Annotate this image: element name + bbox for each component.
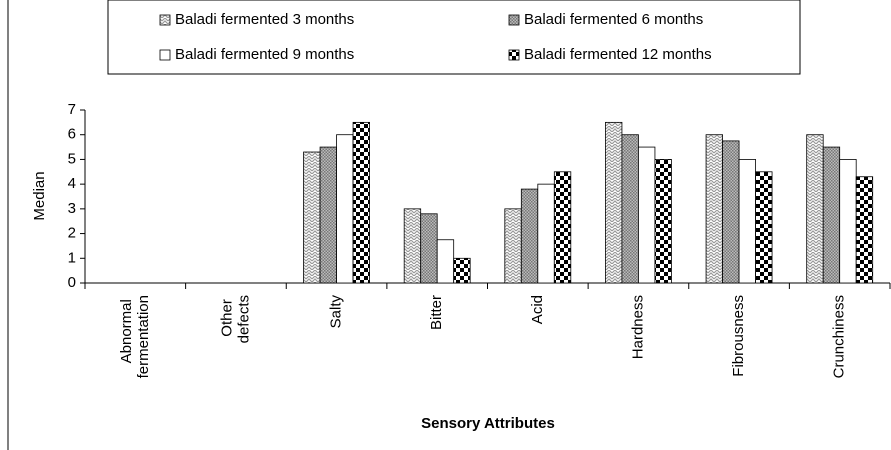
- y-tick-label: 0: [68, 274, 76, 291]
- legend-box: [107, 0, 801, 75]
- bar: [537, 183, 555, 284]
- bar: [755, 171, 773, 284]
- bar: [352, 121, 370, 284]
- legend-label: Baladi fermented 12 months: [524, 46, 712, 63]
- x-tick-label: Crunchiness: [831, 295, 848, 378]
- legend-marker: [508, 49, 520, 61]
- bar: [806, 134, 824, 284]
- bar: [839, 159, 857, 284]
- bar: [553, 171, 572, 284]
- bar: [520, 188, 539, 284]
- legend-label: Baladi fermented 9 months: [175, 46, 354, 63]
- legend-label: Baladi fermented 6 months: [524, 11, 703, 28]
- bar: [654, 159, 672, 284]
- x-tick-label: Salty: [328, 295, 345, 329]
- bar: [621, 134, 639, 284]
- x-tick-label: Acid: [529, 295, 546, 324]
- y-tick-label: 7: [68, 101, 76, 118]
- legend-marker: [159, 14, 171, 26]
- y-tick-label: 2: [68, 225, 76, 242]
- bar: [319, 146, 337, 284]
- y-tick-label: 1: [68, 249, 76, 266]
- x-tick-label: Abnormal fermentation: [118, 295, 152, 378]
- y-axis-label: Median: [31, 171, 48, 220]
- legend-marker: [508, 14, 520, 26]
- x-axis-label: Sensory Attributes: [421, 415, 555, 432]
- bar: [420, 213, 438, 284]
- bar: [605, 121, 623, 284]
- legend-marker: [159, 49, 171, 61]
- bar: [303, 151, 321, 284]
- x-tick-label: Fibrousness: [730, 295, 747, 377]
- y-tick-label: 5: [68, 150, 76, 167]
- bar: [738, 159, 756, 284]
- bar: [504, 208, 522, 284]
- bar: [638, 146, 656, 284]
- bar: [453, 257, 471, 284]
- bar: [336, 134, 354, 284]
- bar: [705, 134, 723, 284]
- y-tick-label: 6: [68, 126, 76, 143]
- bar: [436, 239, 455, 284]
- x-tick-label: Other defects: [218, 295, 252, 343]
- bar: [855, 176, 874, 284]
- y-tick-label: 3: [68, 200, 76, 217]
- bar: [822, 146, 841, 284]
- bar: [403, 208, 422, 284]
- bar: [722, 140, 740, 284]
- x-tick-label: Hardness: [629, 295, 646, 359]
- legend-label: Baladi fermented 3 months: [175, 11, 354, 28]
- x-tick-label: Bitter: [428, 295, 445, 330]
- y-tick-label: 4: [68, 175, 76, 192]
